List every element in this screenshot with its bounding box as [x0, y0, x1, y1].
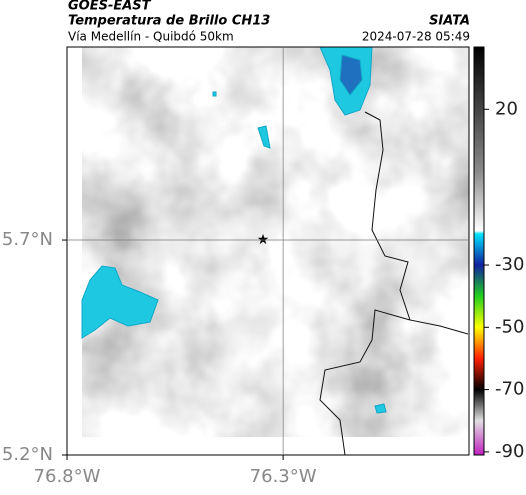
colorbar-tick-label: -30	[495, 254, 524, 275]
location: Vía Medellín - Quibdó 50km	[68, 30, 234, 44]
colorbar-tick-label: -50	[495, 316, 524, 337]
frame	[66, 46, 470, 456]
x-tick-label: 76.8°W	[34, 466, 101, 487]
subtitle: Temperatura de Brillo CH13	[68, 14, 270, 29]
colorbar-tick-label: 20	[495, 98, 518, 119]
colorbar-tick-label: -90	[495, 441, 524, 462]
y-tick-label: 5.7°N	[2, 229, 53, 250]
source: SIATA	[429, 14, 470, 29]
map: ★	[81, 46, 469, 456]
timestamp: 2024-07-28 05:49	[362, 30, 470, 44]
x-tick-label: 76.3°W	[250, 466, 317, 487]
y-tick-label: 5.2°N	[2, 444, 53, 465]
cold-clouds	[81, 46, 387, 414]
colorbar	[473, 46, 485, 456]
border	[319, 111, 469, 456]
satellite-image	[82, 47, 469, 437]
colorbar-tick-label: -70	[495, 379, 524, 400]
title: GOES-EAST	[68, 0, 152, 14]
